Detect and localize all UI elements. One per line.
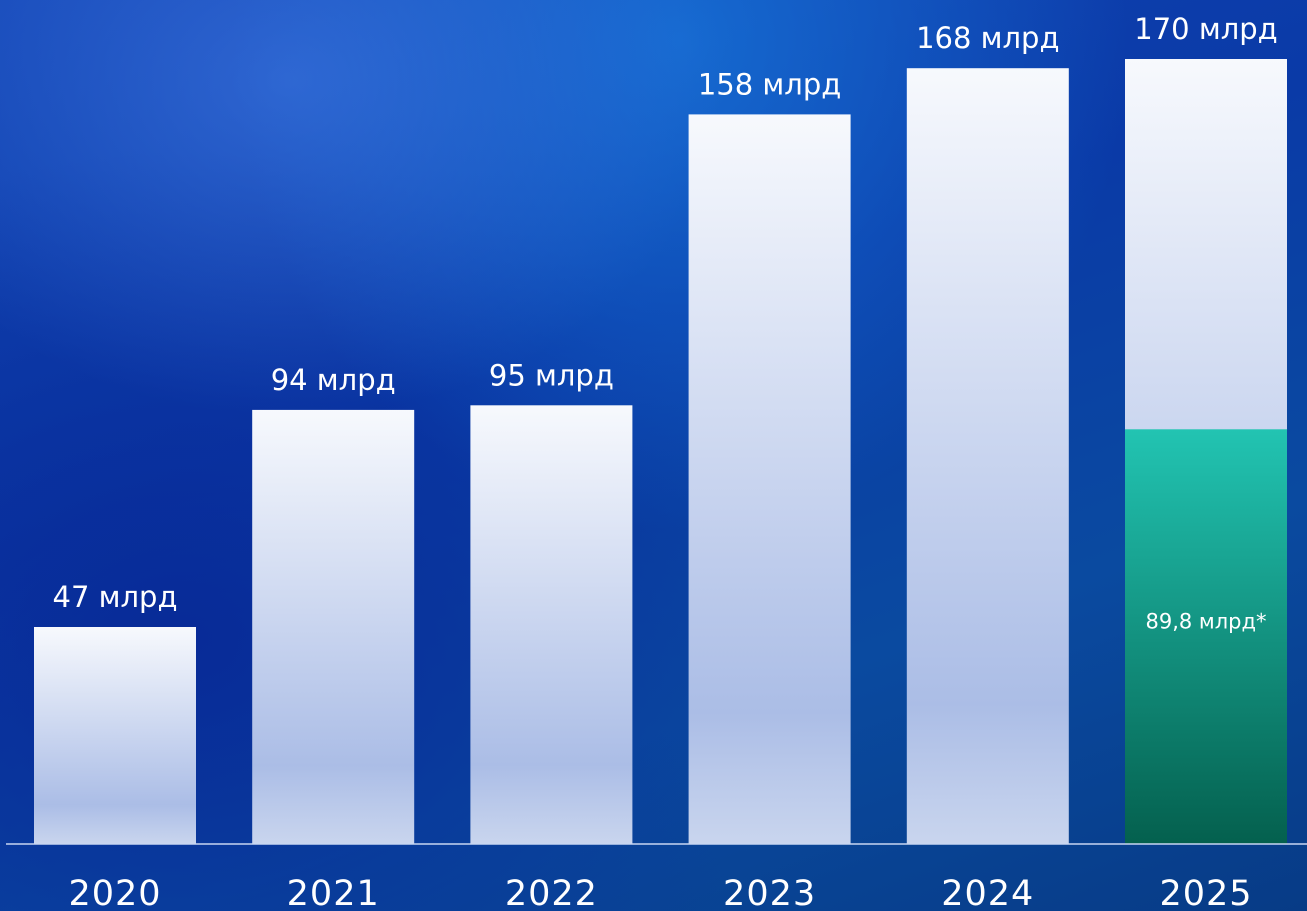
highlight-segment-2025 <box>1125 429 1287 844</box>
x-tick-label-2022: 2022 <box>505 874 598 911</box>
x-tick-label-2024: 2024 <box>941 874 1034 911</box>
highlight-label-2025: 89,8 млрд* <box>1145 609 1266 633</box>
x-tick-label-2025: 2025 <box>1159 874 1252 911</box>
value-label-2025: 170 млрд <box>1134 12 1277 46</box>
bar-2023 <box>688 114 851 844</box>
bar-2020 <box>34 627 196 844</box>
value-labels-group: 47 млрд 94 млрд 95 млрд 158 млрд 168 млрд 170… <box>53 12 1278 614</box>
value-label-2022: 95 млрд <box>489 358 614 392</box>
highlight-group: 89,8 млрд* <box>1125 429 1287 844</box>
bars-group <box>34 59 1287 844</box>
x-tick-label-2020: 2020 <box>68 874 161 911</box>
value-label-2023: 158 млрд <box>698 67 841 101</box>
x-tick-label-2021: 2021 <box>287 874 380 911</box>
bar-2021 <box>252 409 415 844</box>
value-label-2021: 94 млрд <box>271 363 396 397</box>
bar-2024 <box>906 68 1069 844</box>
value-label-2020: 47 млрд <box>53 580 178 614</box>
bar-2022 <box>470 405 633 844</box>
x-tick-label-2023: 2023 <box>723 874 816 911</box>
value-label-2024: 168 млрд <box>916 21 1059 55</box>
x-tick-labels-group: 2020 2021 2022 2023 2024 2025 <box>68 874 1252 911</box>
